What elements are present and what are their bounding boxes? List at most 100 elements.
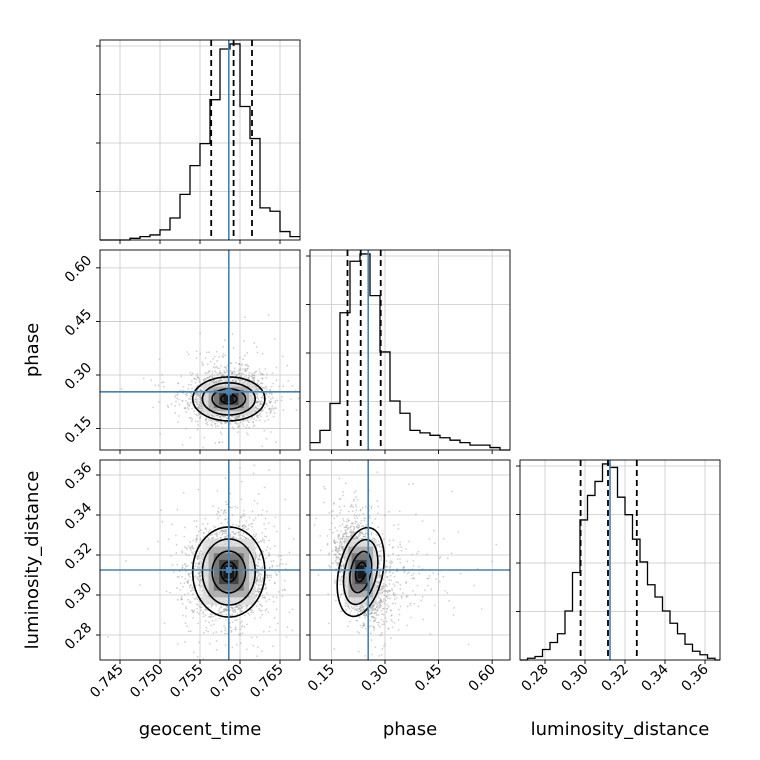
- scatter-point: [199, 409, 202, 412]
- scatter-point: [231, 607, 234, 609]
- scatter-point: [229, 536, 232, 539]
- scatter-point: [237, 531, 240, 534]
- scatter-point: [184, 526, 186, 529]
- scatter-point: [232, 535, 235, 538]
- scatter-point: [291, 385, 294, 387]
- scatter-point: [265, 386, 267, 389]
- scatter-point: [193, 400, 196, 403]
- scatter-point: [271, 372, 274, 375]
- scatter-point: [181, 602, 184, 605]
- scatter-point: [174, 412, 177, 415]
- scatter-point: [201, 363, 204, 365]
- scatter-point: [260, 573, 263, 576]
- scatter-point: [200, 555, 203, 558]
- scatter-point: [256, 415, 259, 418]
- scatter-point: [281, 595, 284, 598]
- scatter-point: [242, 419, 245, 422]
- scatter-point: [295, 408, 298, 411]
- scatter-point: [251, 510, 254, 513]
- scatter-point: [216, 535, 219, 538]
- scatter-point: [181, 598, 184, 601]
- scatter-point: [273, 407, 276, 409]
- scatter-point: [204, 608, 206, 611]
- scatter-point: [255, 392, 257, 395]
- scatter-point: [297, 397, 300, 400]
- scatter-point: [189, 546, 192, 549]
- scatter-point: [257, 574, 260, 577]
- scatter-point: [256, 576, 259, 579]
- scatter-point: [207, 371, 210, 374]
- scatter-point: [202, 611, 205, 614]
- scatter-point: [206, 363, 209, 366]
- scatter-point: [230, 415, 233, 418]
- scatter-point: [209, 360, 212, 363]
- scatter-point: [193, 410, 196, 413]
- scatter-point: [247, 524, 250, 527]
- scatter-point: [225, 613, 228, 616]
- scatter-point: [214, 366, 216, 369]
- scatter-point: [273, 544, 276, 547]
- scatter-point: [184, 641, 186, 644]
- scatter-point: [188, 404, 191, 407]
- scatter-point: [261, 396, 264, 399]
- scatter-point: [209, 528, 211, 531]
- scatter-point: [196, 538, 199, 541]
- scatter-point: [224, 629, 227, 632]
- scatter-point: [211, 372, 214, 375]
- scatter-point: [223, 416, 226, 418]
- scatter-point: [264, 583, 267, 585]
- scatter-point: [176, 508, 179, 511]
- scatter-point: [185, 554, 188, 556]
- scatter-point: [225, 367, 228, 370]
- scatter-point: [234, 505, 237, 508]
- scatter-point: [187, 574, 190, 577]
- scatter-point: [209, 613, 212, 616]
- scatter-point: [218, 420, 221, 423]
- scatter-point: [243, 415, 246, 418]
- scatter-point: [260, 410, 263, 413]
- scatter-point: [232, 530, 235, 533]
- scatter-panel-phase-vs-geocent_time: [96, 249, 301, 454]
- scatter-point: [200, 399, 202, 401]
- scatter-point: [257, 541, 260, 544]
- scatter-point: [231, 426, 234, 429]
- scatter-point: [243, 380, 246, 383]
- scatter-point: [232, 536, 235, 539]
- scatter-point: [183, 582, 186, 585]
- scatter-point: [243, 515, 246, 517]
- scatter-point: [231, 371, 234, 374]
- scatter-point: [194, 413, 197, 416]
- scatter-point: [212, 380, 215, 383]
- scatter-point: [161, 520, 164, 523]
- scatter-point: [195, 541, 197, 543]
- scatter-point: [255, 410, 258, 412]
- scatter-point: [209, 375, 212, 378]
- scatter-point: [120, 387, 123, 390]
- scatter-point: [221, 355, 224, 357]
- scatter-point: [197, 407, 200, 410]
- scatter-point: [221, 441, 224, 444]
- scatter-point: [259, 403, 262, 406]
- scatter-point: [259, 575, 262, 578]
- scatter-point: [265, 557, 268, 560]
- scatter-point: [198, 572, 201, 574]
- scatter-point: [237, 415, 240, 418]
- scatter-point: [211, 375, 213, 377]
- scatter-point: [187, 401, 190, 404]
- scatter-point: [225, 608, 228, 610]
- scatter-point: [269, 389, 272, 391]
- scatter-point: [259, 616, 262, 619]
- scatter-point: [223, 509, 226, 512]
- scatter-point: [196, 428, 199, 431]
- scatter-point: [241, 624, 244, 627]
- scatter-point: [240, 516, 243, 519]
- scatter-point: [222, 373, 224, 376]
- scatter-point: [195, 401, 198, 404]
- scatter-point: [282, 385, 285, 388]
- scatter-point: [200, 606, 203, 608]
- scatter-point: [179, 389, 182, 392]
- scatter-point: [222, 352, 225, 355]
- scatter-point: [263, 596, 266, 598]
- scatter-point: [261, 410, 263, 412]
- scatter-point: [256, 388, 258, 390]
